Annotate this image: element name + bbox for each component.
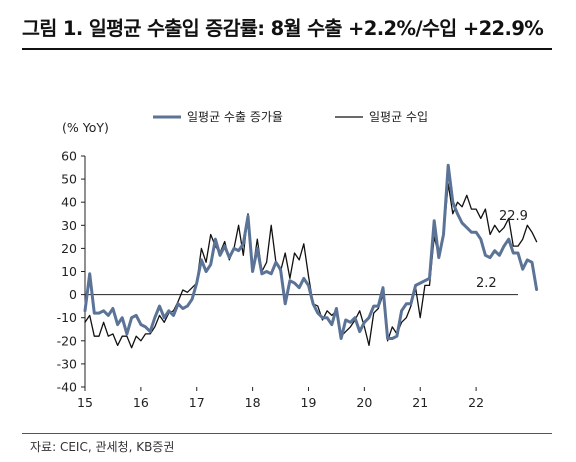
legend-label-imports: 일평균 수입 [369, 110, 428, 124]
annotation-imports-latest: 22.9 [499, 209, 528, 224]
y-axis-label: (% YoY) [62, 120, 109, 135]
axes: -40 -30 -20 -10 0 10 20 30 40 50 60 15 16 17 18 19 20 21 2… [57, 149, 518, 410]
source-note: 자료: CEIC, 관세청, KB증권 [30, 440, 175, 454]
y-tick-label: 0 [69, 287, 77, 302]
y-tick-label: -10 [57, 310, 77, 325]
chart-title: 그림 1. 일평균 수출입 증감률: 8월 수출 +2.2%/수입 +22.9% [22, 17, 544, 40]
x-tick-label: 16 [133, 395, 149, 410]
footer-rule [22, 433, 552, 434]
y-tick-label: 20 [61, 241, 77, 256]
legend-label-exports: 일평균 수출 증가율 [187, 110, 283, 124]
y-tick-label: 30 [61, 218, 77, 233]
y-tick-label: -30 [57, 356, 77, 371]
series-lines [83, 163, 539, 349]
y-tick-label: 10 [61, 264, 77, 279]
annotation-exports-latest: 2.2 [476, 276, 497, 291]
x-tick-label: 20 [356, 395, 372, 410]
x-tick-label: 22 [468, 395, 484, 410]
series-line-exports [83, 163, 539, 340]
y-tick-label: -20 [57, 333, 77, 348]
x-tick-label: 15 [77, 395, 93, 410]
title-underline [22, 48, 552, 50]
y-tick-label: 40 [61, 195, 77, 210]
y-tick-label: 60 [61, 149, 77, 164]
x-tick-label: 21 [412, 395, 428, 410]
x-tick-label: 18 [245, 395, 261, 410]
y-tick-label: 50 [61, 172, 77, 187]
chart-legend: 일평균 수출 증가율 일평균 수입 [153, 110, 428, 124]
x-tick-label: 17 [189, 395, 205, 410]
x-tick-label: 19 [301, 395, 317, 410]
y-tick-label: -40 [57, 380, 77, 395]
